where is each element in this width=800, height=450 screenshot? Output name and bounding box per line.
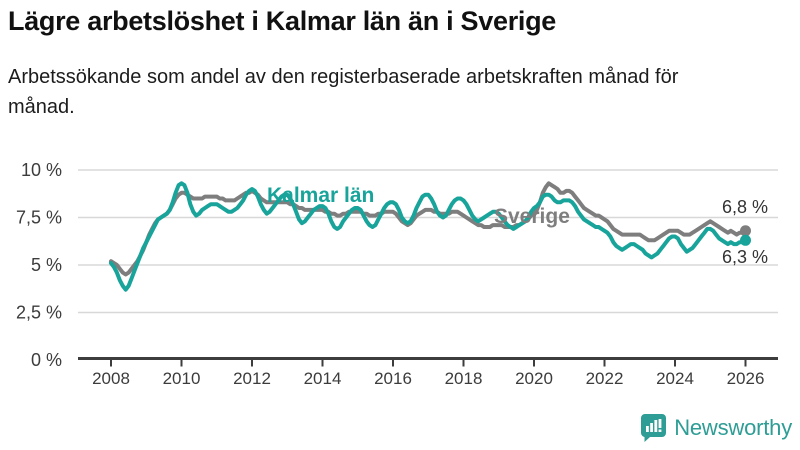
x-tick-label: 2014	[304, 369, 342, 388]
x-tick-label: 2022	[586, 369, 624, 388]
y-tick-label: 0 %	[31, 350, 62, 370]
series-line-kalmar	[109, 181, 748, 292]
logo-bar-1	[646, 426, 649, 432]
x-tick-label: 2008	[92, 369, 130, 388]
brand-name: Newsworthy	[674, 414, 792, 440]
y-tick-label: 5 %	[31, 255, 62, 275]
y-tick-label: 7,5 %	[16, 208, 62, 228]
series-line-sverige	[109, 181, 748, 277]
series-label-sverige: Sverige	[494, 205, 570, 228]
end-value-sverige: 6,8 %	[722, 197, 769, 217]
logo-exclamation-bar	[658, 419, 662, 428]
end-value-kalmar: 6,3 %	[722, 247, 769, 267]
x-tick-label: 2010	[163, 369, 201, 388]
x-tick-label: 2016	[374, 369, 412, 388]
chart-title: Lägre arbetslöshet i Kalmar län än i Sve…	[8, 6, 557, 36]
series-end-dot-kalmar	[740, 234, 751, 246]
logo-bar-2	[650, 423, 654, 432]
x-tick-label: 2012	[233, 369, 271, 388]
newsworthy-logo[interactable]: Newsworthy	[640, 413, 792, 442]
logo-exclamation-dot	[658, 429, 662, 432]
x-tick-label: 2026	[727, 369, 765, 388]
y-tick-label: 2,5 %	[16, 303, 62, 323]
logo-bar-3	[654, 420, 658, 432]
logo-bubble	[641, 414, 667, 442]
y-tick-label: 10 %	[21, 160, 62, 180]
x-tick-label: 2018	[445, 369, 483, 388]
newsworthy-logo-icon	[641, 414, 667, 442]
series-end-dot-sverige	[740, 225, 751, 237]
series-label-kalmar: Kalmar län	[267, 184, 375, 207]
chart-subtitle: Arbetssökande som andel av den registerb…	[8, 66, 679, 118]
x-tick-label: 2020	[515, 369, 553, 388]
x-tick-label: 2024	[656, 369, 694, 388]
